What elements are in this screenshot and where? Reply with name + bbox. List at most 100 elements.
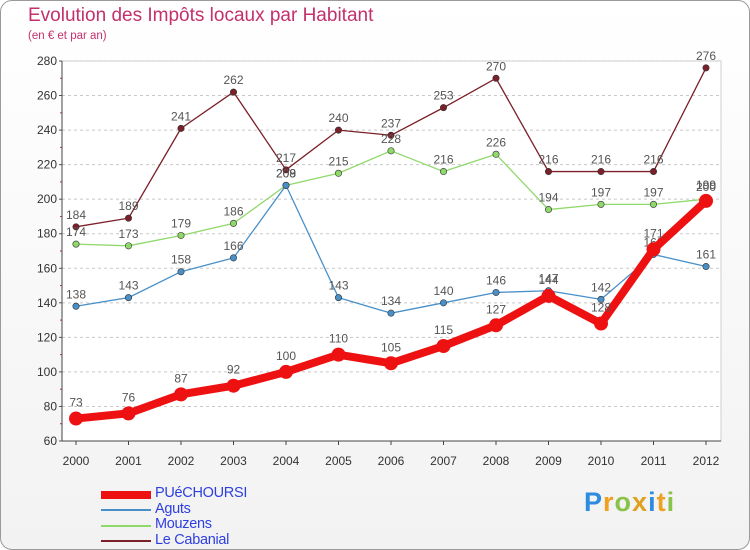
data-point-pu-choursi — [489, 318, 503, 333]
data-point-mouzens — [72, 240, 80, 248]
data-point-mouzens — [649, 200, 657, 208]
data-label-le-cabanial: 240 — [328, 111, 348, 125]
x-tick-label: 2003 — [220, 454, 247, 468]
data-label-le-cabanial: 217 — [276, 151, 296, 165]
data-label-le-cabanial: 216 — [643, 153, 663, 167]
data-label-mouzens: 228 — [381, 132, 401, 146]
logo-letter: P — [584, 487, 604, 517]
legend-swatch-mouzens — [101, 524, 151, 527]
data-label-mouzens: 197 — [591, 185, 611, 199]
data-label-pu-choursi: 128 — [591, 301, 611, 315]
data-label-aguts: 140 — [433, 284, 453, 298]
data-label-aguts: 146 — [486, 273, 506, 287]
data-label-pu-choursi: 127 — [486, 302, 506, 316]
legend-label-aguts: Aguts — [155, 500, 191, 517]
data-label-mouzens: 197 — [643, 185, 663, 199]
data-label-aguts: 166 — [223, 239, 243, 253]
x-tick-label: 2002 — [168, 454, 195, 468]
data-point-le-cabanial — [177, 124, 185, 132]
data-point-aguts — [387, 309, 395, 317]
data-point-mouzens — [439, 168, 447, 176]
data-label-aguts: 209 — [276, 166, 296, 180]
data-point-pu-choursi — [226, 378, 241, 393]
data-label-le-cabanial: 237 — [381, 116, 401, 130]
y-tick-label: 160 — [37, 261, 57, 275]
data-point-le-cabanial — [439, 104, 447, 112]
plot-area — [61, 60, 722, 442]
data-point-le-cabanial — [387, 131, 395, 139]
data-point-aguts — [702, 263, 710, 271]
data-point-aguts — [334, 294, 342, 302]
data-point-mouzens — [492, 150, 500, 158]
y-tick-label: 200 — [37, 192, 57, 206]
logo-letter: t — [656, 487, 667, 517]
chart-subtitle: (en € et par an) — [28, 30, 107, 42]
data-label-le-cabanial: 216 — [538, 153, 558, 167]
data-point-pu-choursi — [541, 288, 556, 303]
data-label-pu-choursi: 92 — [227, 363, 241, 377]
data-label-mouzens: 186 — [223, 204, 243, 218]
y-tick-label: 80 — [44, 399, 58, 413]
data-label-mouzens: 194 — [538, 191, 558, 205]
data-label-mouzens: 200 — [696, 180, 716, 194]
data-label-pu-choursi: 144 — [538, 273, 558, 287]
data-point-pu-choursi — [646, 242, 661, 257]
legend-label-le-cabanial: Le Cabanial — [155, 531, 230, 548]
data-label-mouzens: 208 — [276, 166, 296, 180]
data-label-aguts: 138 — [66, 287, 86, 301]
y-tick-label: 140 — [37, 296, 57, 310]
data-label-aguts: 142 — [591, 280, 611, 294]
y-tick-label: 240 — [37, 123, 57, 137]
data-point-aguts — [597, 295, 605, 303]
data-point-aguts — [177, 268, 185, 276]
data-label-mouzens: 216 — [433, 153, 453, 167]
data-label-le-cabanial: 270 — [486, 59, 506, 73]
data-point-le-cabanial — [544, 168, 552, 176]
data-point-pu-choursi — [384, 356, 398, 371]
logo-letter: i — [666, 487, 676, 517]
data-point-pu-choursi — [594, 316, 608, 331]
legend-swatch-puechoursi — [101, 490, 151, 499]
x-tick-label: 2005 — [325, 454, 352, 468]
data-point-aguts — [230, 254, 238, 262]
data-point-pu-choursi — [121, 406, 136, 421]
data-point-le-cabanial — [702, 64, 710, 72]
data-point-aguts — [439, 299, 447, 307]
legend-swatch-le-cabanial — [101, 540, 151, 543]
x-tick-label: 2007 — [430, 454, 457, 468]
data-point-le-cabanial — [230, 88, 238, 96]
y-tick-label: 120 — [37, 330, 57, 344]
data-label-pu-choursi: 171 — [643, 226, 663, 240]
data-point-mouzens — [230, 219, 238, 227]
logo-letter: i — [648, 487, 657, 517]
data-label-mouzens: 215 — [328, 154, 348, 168]
data-label-aguts: 143 — [328, 279, 348, 293]
data-label-pu-choursi: 76 — [122, 390, 136, 404]
data-label-aguts: 143 — [118, 279, 138, 293]
data-label-mouzens: 226 — [486, 135, 506, 149]
data-label-pu-choursi: 115 — [434, 323, 453, 337]
data-point-aguts — [125, 294, 133, 302]
data-point-le-cabanial — [597, 168, 605, 176]
logo-letter: x — [632, 487, 649, 517]
data-label-pu-choursi: 73 — [69, 396, 83, 410]
data-point-pu-choursi — [279, 364, 293, 379]
data-label-le-cabanial: 189 — [118, 199, 138, 213]
x-tick-label: 2001 — [115, 454, 142, 468]
data-label-le-cabanial: 276 — [696, 49, 716, 63]
data-point-aguts — [492, 288, 500, 296]
data-label-pu-choursi: 110 — [329, 332, 348, 346]
data-label-le-cabanial: 184 — [66, 208, 86, 222]
data-label-le-cabanial: 216 — [591, 153, 611, 167]
y-tick-label: 260 — [37, 89, 57, 103]
data-point-aguts — [72, 302, 80, 310]
data-label-aguts: 147 — [538, 272, 558, 286]
logo-letter: r — [603, 487, 615, 517]
y-tick-label: 180 — [37, 227, 57, 241]
data-label-le-cabanial: 241 — [171, 109, 191, 123]
data-point-le-cabanial — [334, 126, 342, 134]
data-label-pu-choursi: 199 — [696, 178, 716, 192]
data-point-mouzens — [544, 206, 552, 214]
data-point-le-cabanial — [649, 168, 657, 176]
